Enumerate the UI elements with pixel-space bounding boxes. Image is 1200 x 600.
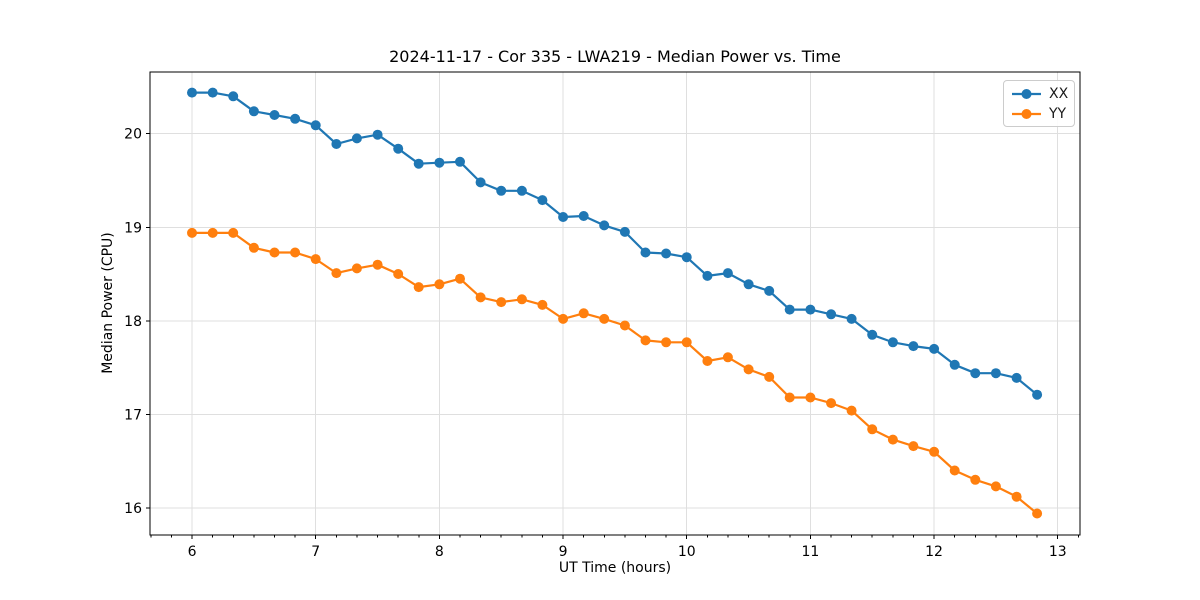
series-YY-markers bbox=[187, 227, 1043, 519]
y-tick-label: 16 bbox=[124, 501, 142, 517]
y-tick-label: 18 bbox=[124, 314, 142, 330]
legend-item-xx: XX bbox=[1011, 84, 1068, 103]
y-tick-label: 20 bbox=[124, 127, 142, 143]
x-tick-label: 7 bbox=[311, 544, 320, 560]
legend-marker-xx bbox=[1012, 88, 1041, 99]
legend: XX YY bbox=[1003, 80, 1075, 127]
chart-title: 2024-11-17 - Cor 335 - LWA219 - Median P… bbox=[389, 47, 841, 66]
gridlines bbox=[150, 72, 1080, 535]
x-tick-label: 10 bbox=[678, 544, 696, 560]
y-tick-label: 19 bbox=[124, 220, 142, 236]
axis-ticks bbox=[146, 133, 1079, 539]
x-tick-label: 8 bbox=[435, 544, 444, 560]
legend-item-yy: YY bbox=[1011, 104, 1068, 123]
series-XX-markers bbox=[187, 87, 1043, 400]
x-axis-label: UT Time (hours) bbox=[558, 560, 672, 576]
legend-label-xx: XX bbox=[1049, 85, 1069, 102]
plot-border bbox=[149, 71, 1081, 536]
legend-marker-yy bbox=[1012, 108, 1041, 119]
x-tick-label: 6 bbox=[188, 544, 197, 560]
x-tick-label: 13 bbox=[1049, 544, 1067, 560]
series-YY-line bbox=[190, 231, 1039, 515]
x-tick-label: 11 bbox=[801, 544, 819, 560]
x-tick-label: 12 bbox=[925, 544, 943, 560]
y-tick-label: 17 bbox=[124, 407, 142, 423]
legend-label-yy: YY bbox=[1049, 105, 1067, 122]
x-tick-label: 9 bbox=[559, 544, 568, 560]
